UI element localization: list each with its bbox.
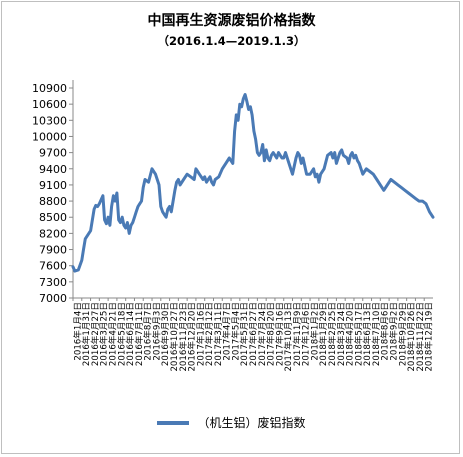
x-tick-label: 2016年10月27日 [168,302,180,372]
x-tick-label: 2017年10月13日 [282,302,294,372]
x-tick-label: 2017年12月6日 [300,302,312,366]
x-tick-label: 2017年3月11日 [212,302,224,366]
x-tick-label: 2016年9月30日 [159,302,171,366]
chart-subtitle: （2016.1.4—2019.1.3） [157,34,306,48]
x-tick-label: 2018年7月10日 [370,302,382,366]
x-tick-label: 2016年4月21日 [107,302,119,366]
x-tick-label: 2017年2月12日 [203,302,215,366]
x-tick-label: 2018年8月6日 [379,302,391,361]
y-tick-label: 7900 [39,244,67,257]
x-tick-label: 2017年8月20日 [265,302,277,366]
x-tick-label: 2016年8月7日 [142,302,154,361]
y-tick-label: 8800 [39,195,67,208]
y-tick-label: 10900 [32,82,67,95]
x-tick-label: 2018年5月17日 [352,302,364,366]
x-tick-label: 2018年1月29日 [317,302,329,366]
x-tick-label: 2018年3月24日 [335,302,347,366]
x-tick-label: 2016年12月20日 [186,302,198,372]
x-tick-label: 2016年11月23日 [177,302,189,372]
x-tick-label: 2018年12月19日 [423,302,435,372]
x-tick-label: 2018年2月25日 [326,302,338,366]
x-tick-label: 2016年7月11日 [133,302,145,366]
x-tick-label: 2018年6月13日 [361,302,373,366]
series-line [71,93,435,273]
x-tick-label: 2018年9月2日 [387,302,399,361]
y-tick-label: 9700 [39,147,67,160]
y-tick-label: 7600 [39,260,67,273]
x-tick-label: 2016年5月18日 [115,302,127,366]
x-tick-label: 2017年5月4日 [229,302,241,361]
y-tick-label: 10300 [32,114,67,127]
x-tick-label: 2018年4月20日 [344,302,356,366]
x-tick-label: 2018年11月22日 [414,302,426,372]
chart-title: 中国再生资源废铝价格指数 [147,13,316,29]
x-tick-label: 2016年9月3日 [150,302,162,361]
legend-label: （机生铝）废铝指数 [197,416,306,430]
legend: （机生铝）废铝指数 [0,414,463,431]
y-tick-label: 7000 [39,292,67,305]
x-tick-label: 2018年9月29日 [396,302,408,366]
x-tick-label: 2017年4月7日 [221,302,233,361]
x-tick-label: 2017年7月24日 [256,302,268,366]
legend-line-swatch [157,420,190,425]
x-tick-label: 2017年1月16日 [194,302,206,366]
x-tick-label: 2017年6月27日 [247,302,259,366]
y-tick-label: 10000 [32,130,67,143]
x-tick-label: 2018年10月26日 [405,302,417,372]
x-tick-label: 2016年3月25日 [98,302,110,366]
y-tick-label: 7300 [39,276,67,289]
x-tick-label: 2016年2月27日 [89,302,101,366]
x-tick-label: 2017年5月31日 [238,302,250,366]
x-tick-label: 2016年1月31日 [80,302,92,366]
y-tick-label: 9100 [39,179,67,192]
y-tick-label: 8200 [39,227,67,240]
x-tick-label: 2018年1月2日 [308,302,320,361]
x-tick-label: 2017年9月16日 [273,302,285,366]
x-tick-label: 2016年1月4日 [71,302,83,361]
y-tick-label: 9400 [39,163,67,176]
y-tick-label: 10600 [32,98,67,111]
x-tick-label: 2017年11月9日 [291,302,303,366]
y-tick-label: 8500 [39,211,67,224]
x-tick-label: 2016年6月14日 [124,302,136,366]
